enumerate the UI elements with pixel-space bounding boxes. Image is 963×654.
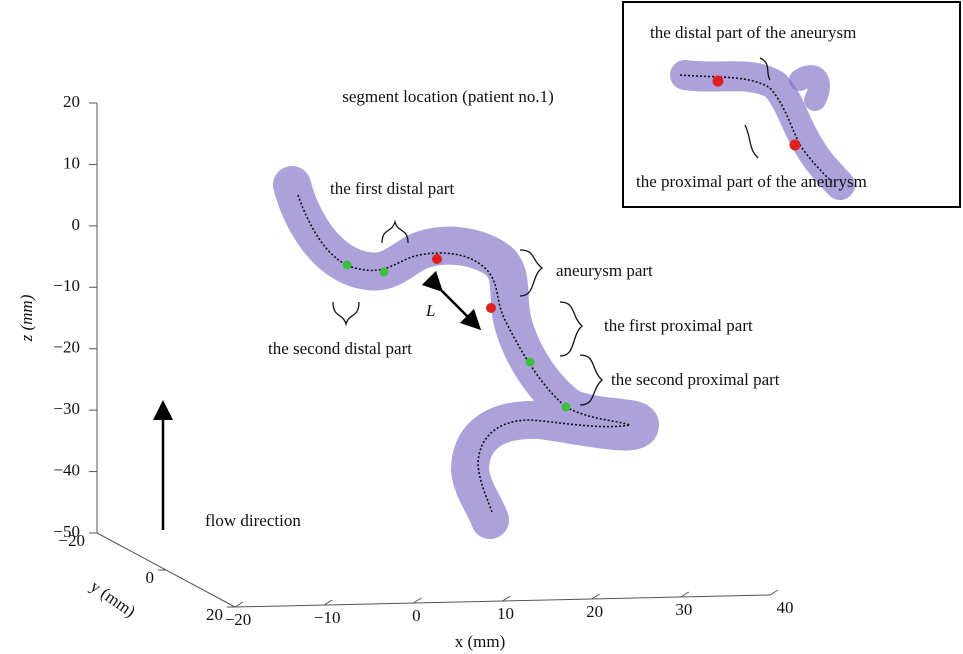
x-tick-label: 30 — [675, 600, 692, 619]
x-tick-label: 20 — [586, 602, 603, 621]
red-point — [486, 303, 496, 313]
figure: z (mm) y (mm) x (mm) 20100−10−20−30−40−5… — [0, 0, 963, 654]
tick-mark — [235, 602, 243, 607]
length-label: L — [425, 301, 435, 320]
z-tick-label: −30 — [53, 399, 80, 418]
tick-mark — [592, 594, 600, 599]
x-axis-label: x (mm) — [455, 632, 506, 651]
annotation: the first proximal part — [604, 316, 753, 335]
annotation: the second proximal part — [611, 370, 780, 389]
inset-annotation: the proximal part of the aneurysm — [636, 172, 867, 191]
green-point — [380, 268, 389, 277]
tick-mark — [324, 600, 332, 605]
annotation: flow direction — [205, 511, 301, 530]
annotation: aneurysm part — [556, 261, 653, 280]
y-tick-label: 20 — [206, 605, 223, 624]
red-point — [432, 254, 442, 264]
z-tick-label: 20 — [63, 92, 80, 111]
annotation: the first distal part — [330, 179, 454, 198]
y-axis-label: y (mm) — [87, 576, 139, 621]
y-tick-label: 0 — [146, 568, 155, 587]
red-point — [790, 140, 801, 151]
z-tick-label: −40 — [53, 460, 80, 479]
x-tick-label: 40 — [777, 598, 794, 617]
red-point — [713, 76, 724, 87]
bracket — [333, 302, 359, 324]
green-point — [562, 403, 571, 412]
green-point — [343, 261, 352, 270]
x-tick-label: 0 — [412, 606, 421, 625]
x-tick-label: −20 — [225, 610, 252, 629]
z-axis-label: z (mm) — [17, 294, 36, 342]
x-tick-label: −10 — [314, 608, 341, 627]
tick-mark — [681, 592, 689, 597]
z-tick-label: 10 — [63, 153, 80, 172]
tick-mark — [770, 590, 778, 595]
z-tick-label: 0 — [72, 215, 81, 234]
length-arrow — [436, 285, 474, 323]
z-tick-label: −20 — [53, 338, 80, 357]
bracket — [560, 302, 582, 356]
inset: the distal part of the aneurysm the prox… — [623, 2, 960, 207]
z-tick-label: −10 — [53, 276, 80, 295]
inset-annotation: the distal part of the aneurysm — [650, 23, 856, 42]
tick-mark — [503, 596, 511, 601]
annotation: the second distal part — [268, 339, 412, 358]
tick-mark — [413, 598, 421, 603]
y-tick-label: −20 — [58, 531, 85, 550]
x-tick-label: 10 — [497, 604, 514, 623]
green-point — [526, 358, 535, 367]
title: segment location (patient no.1) — [342, 87, 554, 106]
